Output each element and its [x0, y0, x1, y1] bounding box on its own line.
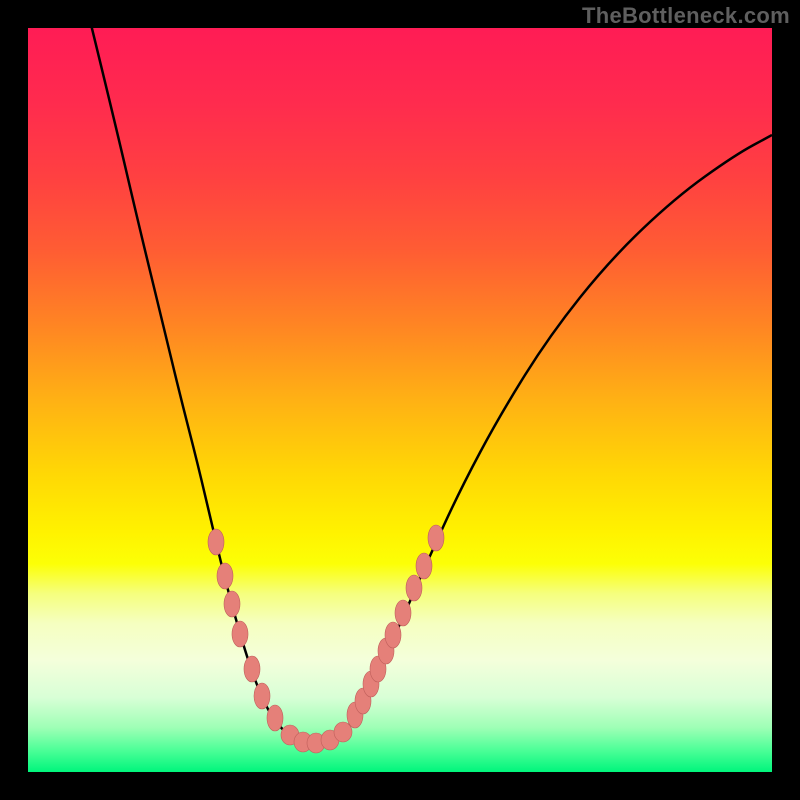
curve-marker: [416, 553, 432, 579]
curve-marker: [208, 529, 224, 555]
curve-marker: [267, 705, 283, 731]
curve-marker: [406, 575, 422, 601]
curve-marker: [232, 621, 248, 647]
curve-marker: [217, 563, 233, 589]
curve-marker: [428, 525, 444, 551]
chart-frame: [0, 0, 800, 800]
curve-marker: [334, 722, 352, 742]
curve-marker: [254, 683, 270, 709]
curve-marker: [224, 591, 240, 617]
curve-marker: [395, 600, 411, 626]
plot-background: [28, 28, 772, 772]
chart-stage: TheBottleneck.com: [0, 0, 800, 800]
curve-marker: [244, 656, 260, 682]
watermark-text: TheBottleneck.com: [582, 3, 790, 29]
chart-svg: [0, 0, 800, 800]
curve-marker: [385, 622, 401, 648]
